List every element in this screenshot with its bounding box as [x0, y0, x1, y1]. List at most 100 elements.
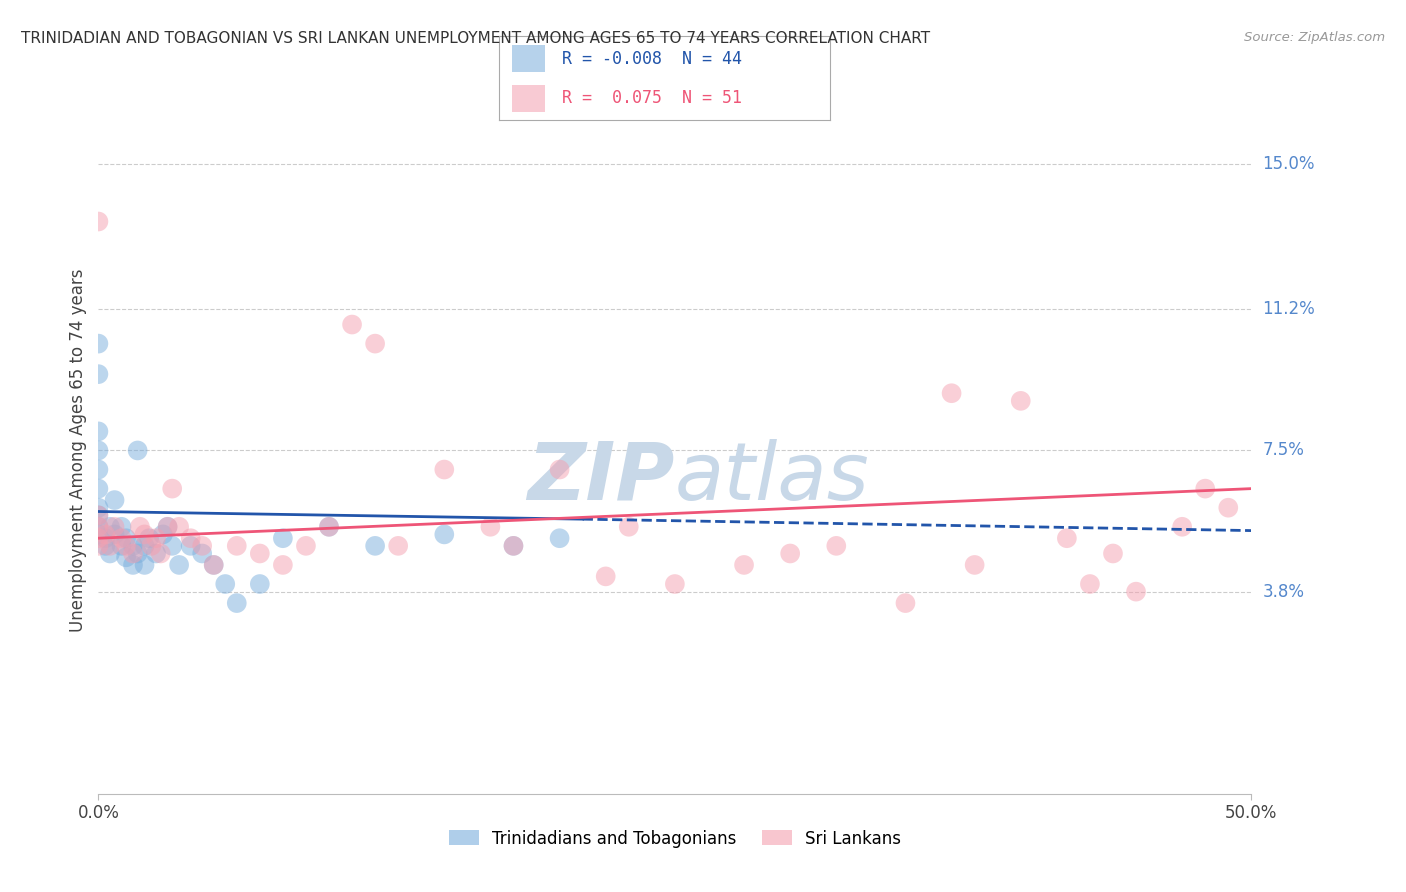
Point	[271, 531, 294, 545]
Point	[87, 214, 110, 228]
Point	[103, 527, 125, 541]
Text: TRINIDADIAN AND TOBAGONIAN VS SRI LANKAN UNEMPLOYMENT AMONG AGES 65 TO 74 YEARS : TRINIDADIAN AND TOBAGONIAN VS SRI LANKAN…	[21, 31, 931, 46]
Point	[129, 520, 152, 534]
Point	[733, 558, 755, 572]
Point	[180, 539, 202, 553]
Point	[617, 520, 640, 534]
Point	[318, 520, 340, 534]
Point	[825, 539, 848, 553]
Point	[160, 482, 183, 496]
Point	[548, 531, 571, 545]
Point	[502, 539, 524, 553]
Legend: Trinidadians and Tobagonians, Sri Lankans: Trinidadians and Tobagonians, Sri Lankan…	[443, 823, 907, 855]
Point	[191, 539, 214, 553]
Point	[141, 539, 163, 553]
Point	[502, 539, 524, 553]
Point	[1010, 393, 1032, 408]
Point	[214, 577, 236, 591]
Point	[167, 520, 190, 534]
Point	[122, 546, 145, 561]
Text: R = -0.008  N = 44: R = -0.008 N = 44	[562, 50, 742, 68]
Point	[664, 577, 686, 591]
Point	[127, 443, 149, 458]
Point	[149, 546, 172, 561]
Point	[249, 577, 271, 591]
Text: ZIP: ZIP	[527, 439, 675, 517]
Text: Source: ZipAtlas.com: Source: ZipAtlas.com	[1244, 31, 1385, 45]
Text: 11.2%: 11.2%	[1263, 301, 1315, 318]
Point	[134, 558, 156, 572]
Point	[87, 527, 110, 541]
Point	[364, 539, 387, 553]
Point	[202, 558, 225, 572]
Point	[1194, 482, 1216, 496]
Point	[548, 462, 571, 476]
Point	[103, 520, 125, 534]
Point	[1171, 520, 1194, 534]
Point	[318, 520, 340, 534]
Point	[145, 546, 167, 561]
Point	[145, 531, 167, 545]
Point	[191, 546, 214, 561]
Point	[479, 520, 502, 534]
Point	[271, 558, 294, 572]
Point	[87, 520, 110, 534]
Y-axis label: Unemployment Among Ages 65 to 74 years: Unemployment Among Ages 65 to 74 years	[69, 268, 87, 632]
Point	[152, 527, 174, 541]
Point	[433, 462, 456, 476]
Point	[110, 531, 132, 545]
Point	[1125, 584, 1147, 599]
Point	[156, 520, 179, 534]
Point	[87, 520, 110, 534]
Text: R =  0.075  N = 51: R = 0.075 N = 51	[562, 89, 742, 107]
Point	[1102, 546, 1125, 561]
Point	[87, 539, 110, 553]
Point	[87, 367, 110, 381]
Point	[98, 539, 121, 553]
Point	[180, 531, 202, 545]
Point	[202, 558, 225, 572]
Text: 3.8%: 3.8%	[1263, 582, 1305, 600]
Point	[595, 569, 617, 583]
Point	[295, 539, 318, 553]
Point	[779, 546, 801, 561]
Point	[110, 539, 132, 553]
Point	[225, 596, 247, 610]
Point	[87, 443, 110, 458]
Point	[127, 546, 149, 561]
Point	[433, 527, 456, 541]
Text: 15.0%: 15.0%	[1263, 155, 1315, 173]
Point	[894, 596, 917, 610]
Point	[134, 527, 156, 541]
Point	[134, 539, 156, 553]
Point	[115, 531, 138, 545]
Bar	[512, 45, 546, 72]
Point	[110, 520, 132, 534]
Point	[94, 527, 117, 541]
Point	[160, 539, 183, 553]
Point	[87, 336, 110, 351]
Text: atlas: atlas	[675, 439, 870, 517]
Point	[98, 546, 121, 561]
Point	[249, 546, 271, 561]
Point	[122, 539, 145, 553]
Point	[87, 425, 110, 439]
Point	[87, 508, 110, 523]
Point	[87, 531, 110, 545]
Point	[1218, 500, 1240, 515]
Point	[138, 531, 160, 545]
Point	[122, 558, 145, 572]
Point	[87, 508, 110, 523]
Point	[963, 558, 986, 572]
Point	[98, 520, 121, 534]
Point	[87, 462, 110, 476]
Point	[225, 539, 247, 553]
Point	[387, 539, 409, 553]
Point	[364, 336, 387, 351]
Text: 7.5%: 7.5%	[1263, 442, 1305, 459]
Point	[1078, 577, 1101, 591]
Point	[94, 531, 117, 545]
Point	[167, 558, 190, 572]
Point	[87, 500, 110, 515]
Point	[156, 520, 179, 534]
